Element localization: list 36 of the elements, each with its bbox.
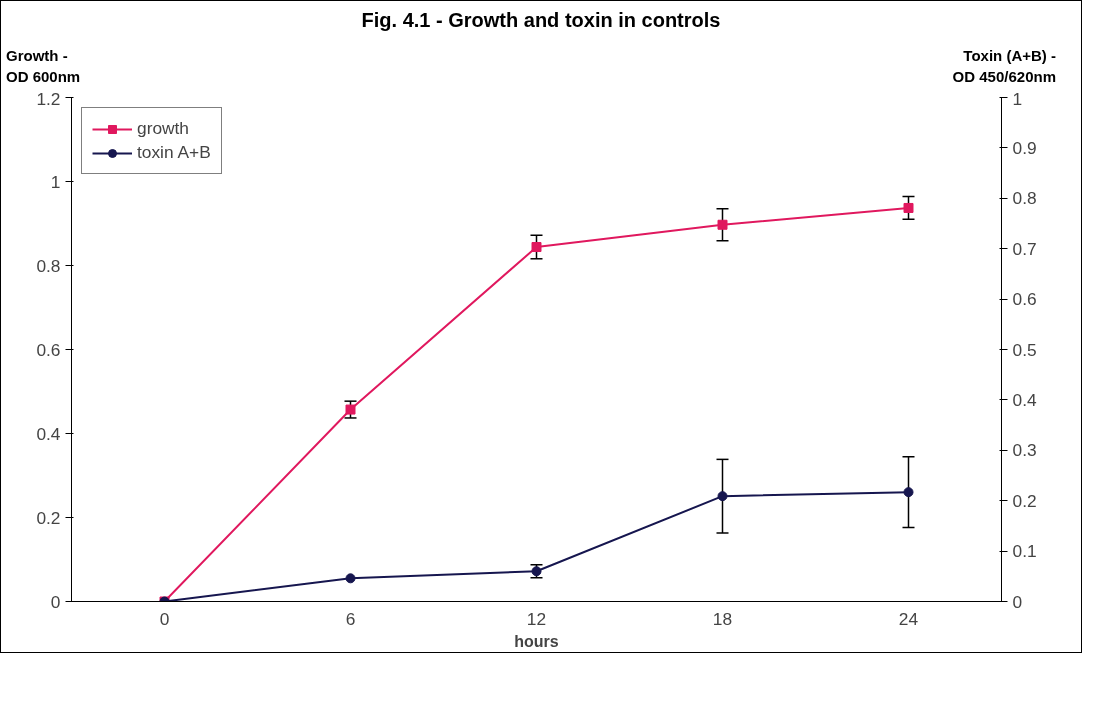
x-tick-label: 12 bbox=[526, 608, 547, 629]
y-tick-label: 1.2 bbox=[36, 88, 61, 109]
y-tick-label: 0.4 bbox=[36, 423, 61, 444]
point bbox=[345, 573, 356, 584]
y2-tick-label: 0.7 bbox=[1012, 239, 1037, 260]
y-tick-label: 0.6 bbox=[36, 339, 61, 360]
y2-tick-label: 0.3 bbox=[1012, 440, 1037, 461]
y-axis-title: Growth - OD 600nm bbox=[6, 45, 81, 87]
y-tick-label: 0.8 bbox=[36, 255, 61, 276]
point bbox=[717, 491, 728, 502]
y2-tick-label: 0.5 bbox=[1012, 339, 1037, 360]
y-tick-label: 1 bbox=[50, 171, 61, 192]
x-axis-title: hours bbox=[514, 632, 559, 650]
point bbox=[717, 220, 728, 231]
x-tick-label: 18 bbox=[712, 608, 733, 629]
point bbox=[903, 487, 914, 498]
y2-tick-label: 0.4 bbox=[1012, 390, 1037, 411]
legend-label: toxin A+B bbox=[137, 142, 211, 164]
y2-tick-label: 0.8 bbox=[1012, 188, 1037, 209]
x-tick-label: 0 bbox=[159, 608, 170, 629]
x-tick-label: 6 bbox=[345, 608, 356, 629]
y2-tick-label: 1 bbox=[1012, 88, 1023, 109]
y-tick-label: 0 bbox=[50, 591, 61, 612]
y2-tick-label: 0.6 bbox=[1012, 289, 1037, 310]
y2-tick-label: 0.2 bbox=[1012, 491, 1037, 512]
x-tick-label: 24 bbox=[898, 608, 919, 629]
y2-tick-label: 0.9 bbox=[1012, 138, 1037, 159]
point bbox=[531, 242, 542, 253]
legend-label: growth bbox=[137, 118, 190, 140]
y2-tick-label: 0 bbox=[1012, 591, 1023, 612]
y2-tick-label: 0.1 bbox=[1012, 541, 1037, 562]
y-tick-label: 0.2 bbox=[36, 507, 61, 528]
chart-title: Fig. 4.1 - Growth and toxin in controls bbox=[361, 8, 721, 33]
point bbox=[345, 404, 356, 415]
point bbox=[903, 203, 914, 214]
y2-axis-title: Toxin (A+B) - OD 450/620nm bbox=[952, 45, 1056, 87]
